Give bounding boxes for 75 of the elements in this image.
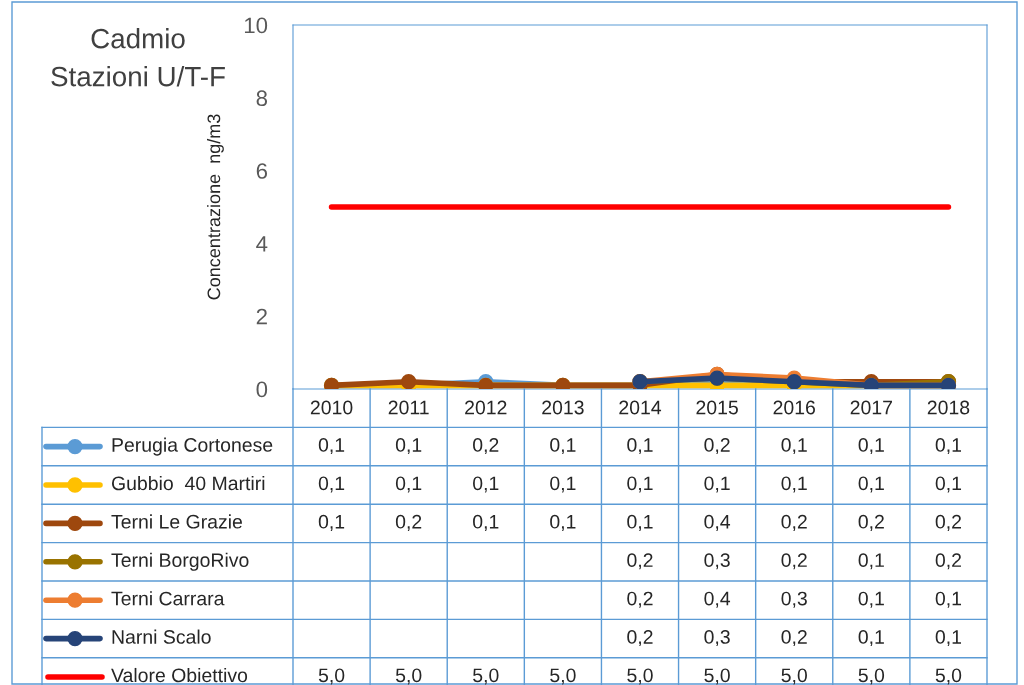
data-label: 5,0 bbox=[935, 668, 962, 685]
data-label: 0,2 bbox=[627, 591, 653, 608]
data-label: 0,1 bbox=[550, 476, 576, 493]
x-tick-label: 2016 bbox=[773, 400, 815, 415]
data-label: 0,1 bbox=[858, 553, 884, 570]
legend-label: Perugia Cortonese bbox=[112, 437, 273, 456]
data-label: 5,0 bbox=[550, 668, 576, 685]
data-label: 0,2 bbox=[781, 514, 807, 531]
data-label: 0,1 bbox=[627, 476, 653, 493]
x-tick-label: 2011 bbox=[388, 400, 429, 415]
data-label: 0,2 bbox=[627, 553, 653, 570]
legend-label: Valore Obiettivo bbox=[111, 667, 248, 683]
y-tick-label: 0 bbox=[256, 381, 268, 398]
text: Cadmio Stazioni U/T-F bbox=[51, 28, 225, 87]
legend-label: Terni BorgoRivo bbox=[111, 552, 249, 571]
data-label: 5,0 bbox=[781, 668, 807, 685]
data-label: 0,2 bbox=[858, 514, 884, 531]
legend-label: Terni Le Grazie bbox=[111, 514, 242, 529]
data-label: 5,0 bbox=[704, 668, 730, 685]
data-label: 0,2 bbox=[704, 438, 730, 455]
data-label: 0,2 bbox=[473, 438, 499, 455]
legend-label: Terni Carrara bbox=[111, 591, 225, 606]
y-tick-label: 4 bbox=[256, 236, 268, 252]
x-tick-label: 2015 bbox=[696, 400, 738, 415]
x-tick-label: 2018 bbox=[927, 400, 970, 415]
x-tick-label: 2012 bbox=[465, 400, 507, 415]
data-label: 0,4 bbox=[704, 514, 731, 531]
data-label: 0,1 bbox=[935, 630, 962, 647]
data-label: 0,3 bbox=[781, 591, 807, 608]
data-label: 0,4 bbox=[704, 591, 731, 608]
data-label: 0,2 bbox=[627, 630, 653, 647]
x-tick-label: 2010 bbox=[310, 400, 353, 415]
data-label: 0,1 bbox=[781, 476, 807, 493]
data-label: 0,1 bbox=[550, 514, 576, 531]
y-tick-label: 6 bbox=[256, 163, 268, 179]
data-label: 0,2 bbox=[935, 514, 961, 531]
data-label: 0,1 bbox=[318, 476, 345, 493]
legend-label: Narni Scalo bbox=[112, 629, 211, 644]
data-label: 5,0 bbox=[318, 668, 345, 685]
y-tick-label: 8 bbox=[256, 90, 268, 107]
data-label: 0,1 bbox=[858, 438, 884, 455]
y-tick-label: 10 bbox=[244, 17, 268, 34]
data-label: 0,2 bbox=[781, 553, 807, 570]
data-label: 0,3 bbox=[704, 553, 730, 570]
data-label: 0,1 bbox=[395, 438, 422, 455]
x-tick-label: 2014 bbox=[619, 400, 662, 415]
data-label: 0,1 bbox=[935, 591, 962, 608]
data-label: 0,1 bbox=[473, 476, 499, 493]
data-label: 0,1 bbox=[858, 476, 884, 493]
data-label: 5,0 bbox=[395, 668, 422, 685]
data-label: 0,1 bbox=[318, 438, 345, 455]
y-axis-title: Concentrazione ng/m3 bbox=[207, 114, 224, 300]
data-label: 0,1 bbox=[550, 438, 576, 455]
data-label: 0,1 bbox=[858, 630, 884, 647]
data-label: 0,1 bbox=[781, 438, 807, 455]
data-label: 0,2 bbox=[935, 553, 961, 570]
data-label: 0,1 bbox=[627, 514, 653, 531]
data-label: 0,1 bbox=[395, 476, 422, 493]
data-label: 0,1 bbox=[627, 438, 653, 455]
data-label: 0,1 bbox=[858, 591, 884, 608]
y-tick-label: 2 bbox=[256, 308, 267, 325]
data-label: 0,1 bbox=[935, 438, 962, 455]
data-label: 5,0 bbox=[627, 668, 653, 685]
legend-label: Gubbio 40 Martiri bbox=[111, 475, 265, 491]
data-label: 0,2 bbox=[395, 514, 422, 531]
data-label: 0,1 bbox=[704, 476, 730, 493]
data-label: 0,1 bbox=[318, 514, 345, 531]
data-label: 5,0 bbox=[858, 668, 885, 685]
x-tick-label: 2013 bbox=[542, 400, 584, 415]
data-label: 5,0 bbox=[473, 668, 499, 685]
data-label: 0,2 bbox=[781, 630, 807, 647]
data-label: 0,3 bbox=[704, 630, 730, 647]
data-label: 0,1 bbox=[935, 476, 962, 493]
data-label: 0,1 bbox=[473, 514, 499, 531]
x-tick-label: 2017 bbox=[850, 400, 892, 415]
